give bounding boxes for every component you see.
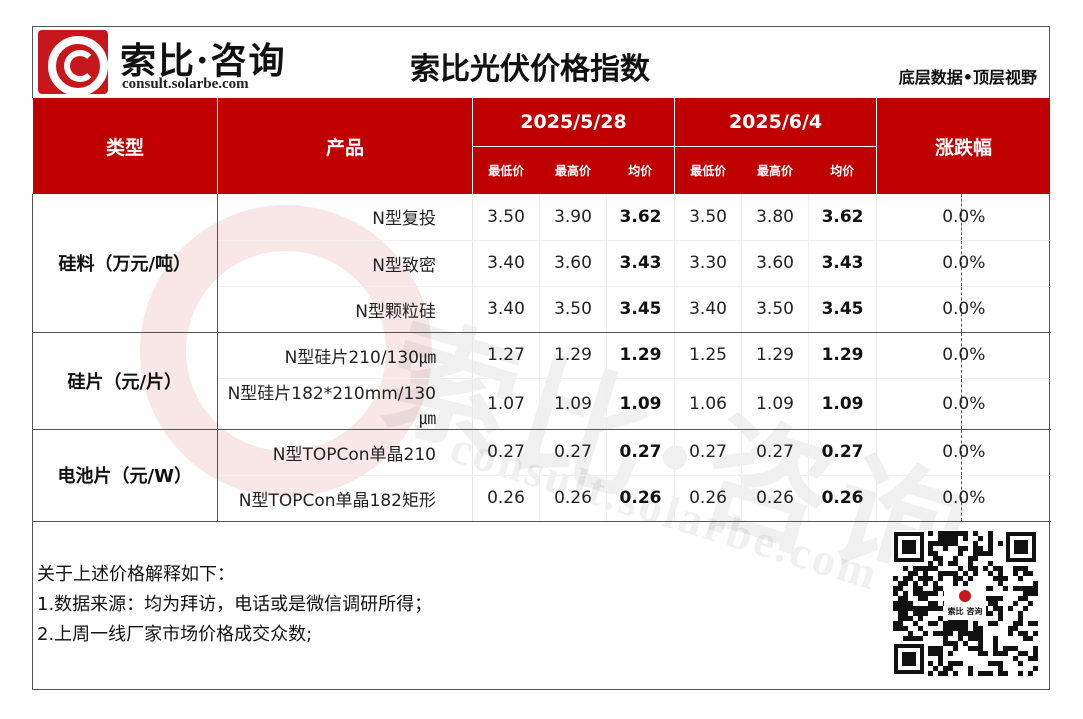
price-max: 3.50 bbox=[741, 286, 810, 333]
table-row: N型致密 3.40 3.60 3.43 3.30 3.60 3.43 0.0% bbox=[33, 240, 1051, 287]
sub-header-avg: 均价 bbox=[606, 146, 675, 194]
price-max: 1.29 bbox=[741, 332, 810, 379]
sub-header-avg: 均价 bbox=[808, 146, 877, 194]
page-title: 索比光伏价格指数 bbox=[410, 52, 650, 87]
change-cell: 0.0% bbox=[876, 475, 1051, 522]
sub-header-min: 最低价 bbox=[674, 146, 742, 194]
table-row: N型硅片182*210mm/130㎛ 1.07 1.09 1.09 1.06 1… bbox=[33, 378, 1051, 430]
header-change: 涨跌幅 bbox=[876, 98, 1052, 194]
price-max: 3.80 bbox=[741, 194, 810, 241]
sub-header-max: 最高价 bbox=[539, 146, 607, 194]
header-date-2: 2025/6/4 bbox=[674, 98, 878, 147]
price-avg: 3.62 bbox=[808, 194, 877, 241]
sub-header-min: 最低价 bbox=[472, 146, 540, 194]
price-max: 1.09 bbox=[539, 378, 607, 430]
price-table: 类型 产品 2025/5/28 2025/6/4 涨跌幅 最低价 最高价 均价 … bbox=[32, 98, 1052, 522]
brand-name: 索比·咨询 bbox=[120, 40, 287, 82]
category-cell: 电池片（元/W） bbox=[32, 429, 218, 522]
brand-url: consult.solarbe.com bbox=[122, 76, 249, 92]
price-max: 1.29 bbox=[539, 332, 607, 379]
price-min: 1.06 bbox=[674, 378, 743, 430]
product-cell: N型硅片182*210mm/130㎛ bbox=[217, 378, 473, 430]
product-cell: N型致密 bbox=[217, 240, 473, 287]
slogan: 底层数据•顶层视野 bbox=[898, 68, 1037, 87]
price-avg: 1.09 bbox=[606, 378, 676, 430]
product-cell: N型TOPCon单晶182矩形 bbox=[217, 475, 473, 522]
price-avg: 3.43 bbox=[808, 240, 877, 287]
price-avg: 0.26 bbox=[606, 475, 676, 522]
price-max: 3.90 bbox=[539, 194, 607, 241]
price-max: 3.60 bbox=[741, 240, 810, 287]
category-cell: 硅料（万元/吨） bbox=[32, 194, 218, 333]
price-min: 3.40 bbox=[674, 286, 743, 333]
price-min: 1.25 bbox=[674, 332, 743, 379]
table-row: N型TOPCon单晶182矩形 0.26 0.26 0.26 0.26 0.26… bbox=[33, 475, 1051, 522]
note-item: 2.上周一线厂家市场价格成交众数; bbox=[37, 624, 313, 645]
price-avg: 1.29 bbox=[808, 332, 877, 379]
price-min: 0.26 bbox=[472, 475, 540, 522]
change-cell: 0.0% bbox=[876, 286, 1051, 333]
price-max: 3.60 bbox=[539, 240, 607, 287]
change-cell: 0.0% bbox=[876, 429, 1051, 476]
table-row: 硅料（万元/吨） N型复投 3.50 3.90 3.62 3.50 3.80 3… bbox=[32, 194, 1051, 333]
change-cell: 0.0% bbox=[876, 194, 1051, 241]
header-product: 产品 bbox=[217, 98, 473, 194]
change-cell: 0.0% bbox=[876, 332, 1051, 379]
price-max: 0.27 bbox=[741, 429, 810, 476]
header-type: 类型 bbox=[32, 98, 218, 194]
price-avg: 3.62 bbox=[606, 194, 676, 241]
qr-label: 索比 咨询 bbox=[948, 606, 983, 616]
note-item: 1.数据来源：均为拜访，电话或是微信调研所得； bbox=[37, 594, 433, 615]
price-min: 0.26 bbox=[674, 475, 743, 522]
price-avg: 1.09 bbox=[808, 378, 877, 430]
notes-heading: 关于上述价格解释如下： bbox=[37, 564, 235, 585]
price-avg: 3.45 bbox=[606, 286, 676, 333]
price-min: 0.27 bbox=[472, 429, 540, 476]
price-min: 3.50 bbox=[472, 194, 540, 241]
brand-logo-icon bbox=[38, 30, 108, 96]
notes: 关于上述价格解释如下： 1.数据来源：均为拜访，电话或是微信调研所得； 2.上周… bbox=[37, 560, 432, 650]
product-cell: N型颗粒硅 bbox=[217, 286, 473, 333]
price-avg: 0.27 bbox=[808, 429, 877, 476]
price-max: 0.26 bbox=[741, 475, 810, 522]
price-avg: 1.29 bbox=[606, 332, 676, 379]
change-cell: 0.0% bbox=[876, 240, 1051, 287]
product-cell: N型硅片210/130㎛ bbox=[217, 332, 473, 379]
price-min: 3.40 bbox=[472, 286, 540, 333]
price-min: 3.40 bbox=[472, 240, 540, 287]
price-min: 3.50 bbox=[674, 194, 743, 241]
category-cell: 硅片（元/片） bbox=[32, 332, 218, 430]
product-cell: N型复投 bbox=[217, 194, 473, 241]
price-avg: 0.26 bbox=[808, 475, 877, 522]
price-max: 3.50 bbox=[539, 286, 607, 333]
qr-code-icon: 索比 咨询 bbox=[892, 530, 1038, 676]
table-row: N型颗粒硅 3.40 3.50 3.45 3.40 3.50 3.45 0.0% bbox=[33, 286, 1051, 333]
price-min: 1.07 bbox=[472, 378, 540, 430]
price-max: 0.27 bbox=[539, 429, 607, 476]
price-min: 3.30 bbox=[674, 240, 743, 287]
price-max: 1.09 bbox=[741, 378, 810, 430]
change-cell: 0.0% bbox=[876, 378, 1051, 430]
price-min: 0.27 bbox=[674, 429, 743, 476]
table-row: 硅片（元/片） N型硅片210/130㎛ 1.27 1.29 1.29 1.25… bbox=[32, 332, 1051, 430]
price-max: 0.26 bbox=[539, 475, 607, 522]
header-date-1: 2025/5/28 bbox=[471, 98, 676, 147]
price-avg: 3.43 bbox=[606, 240, 676, 287]
price-avg: 3.45 bbox=[808, 286, 877, 333]
table-row: 电池片（元/W） N型TOPCon单晶210 0.27 0.27 0.27 0.… bbox=[32, 429, 1051, 522]
sub-header-max: 最高价 bbox=[741, 146, 809, 194]
price-min: 1.27 bbox=[472, 332, 540, 379]
price-avg: 0.27 bbox=[606, 429, 676, 476]
product-cell: N型TOPCon单晶210 bbox=[217, 429, 473, 476]
